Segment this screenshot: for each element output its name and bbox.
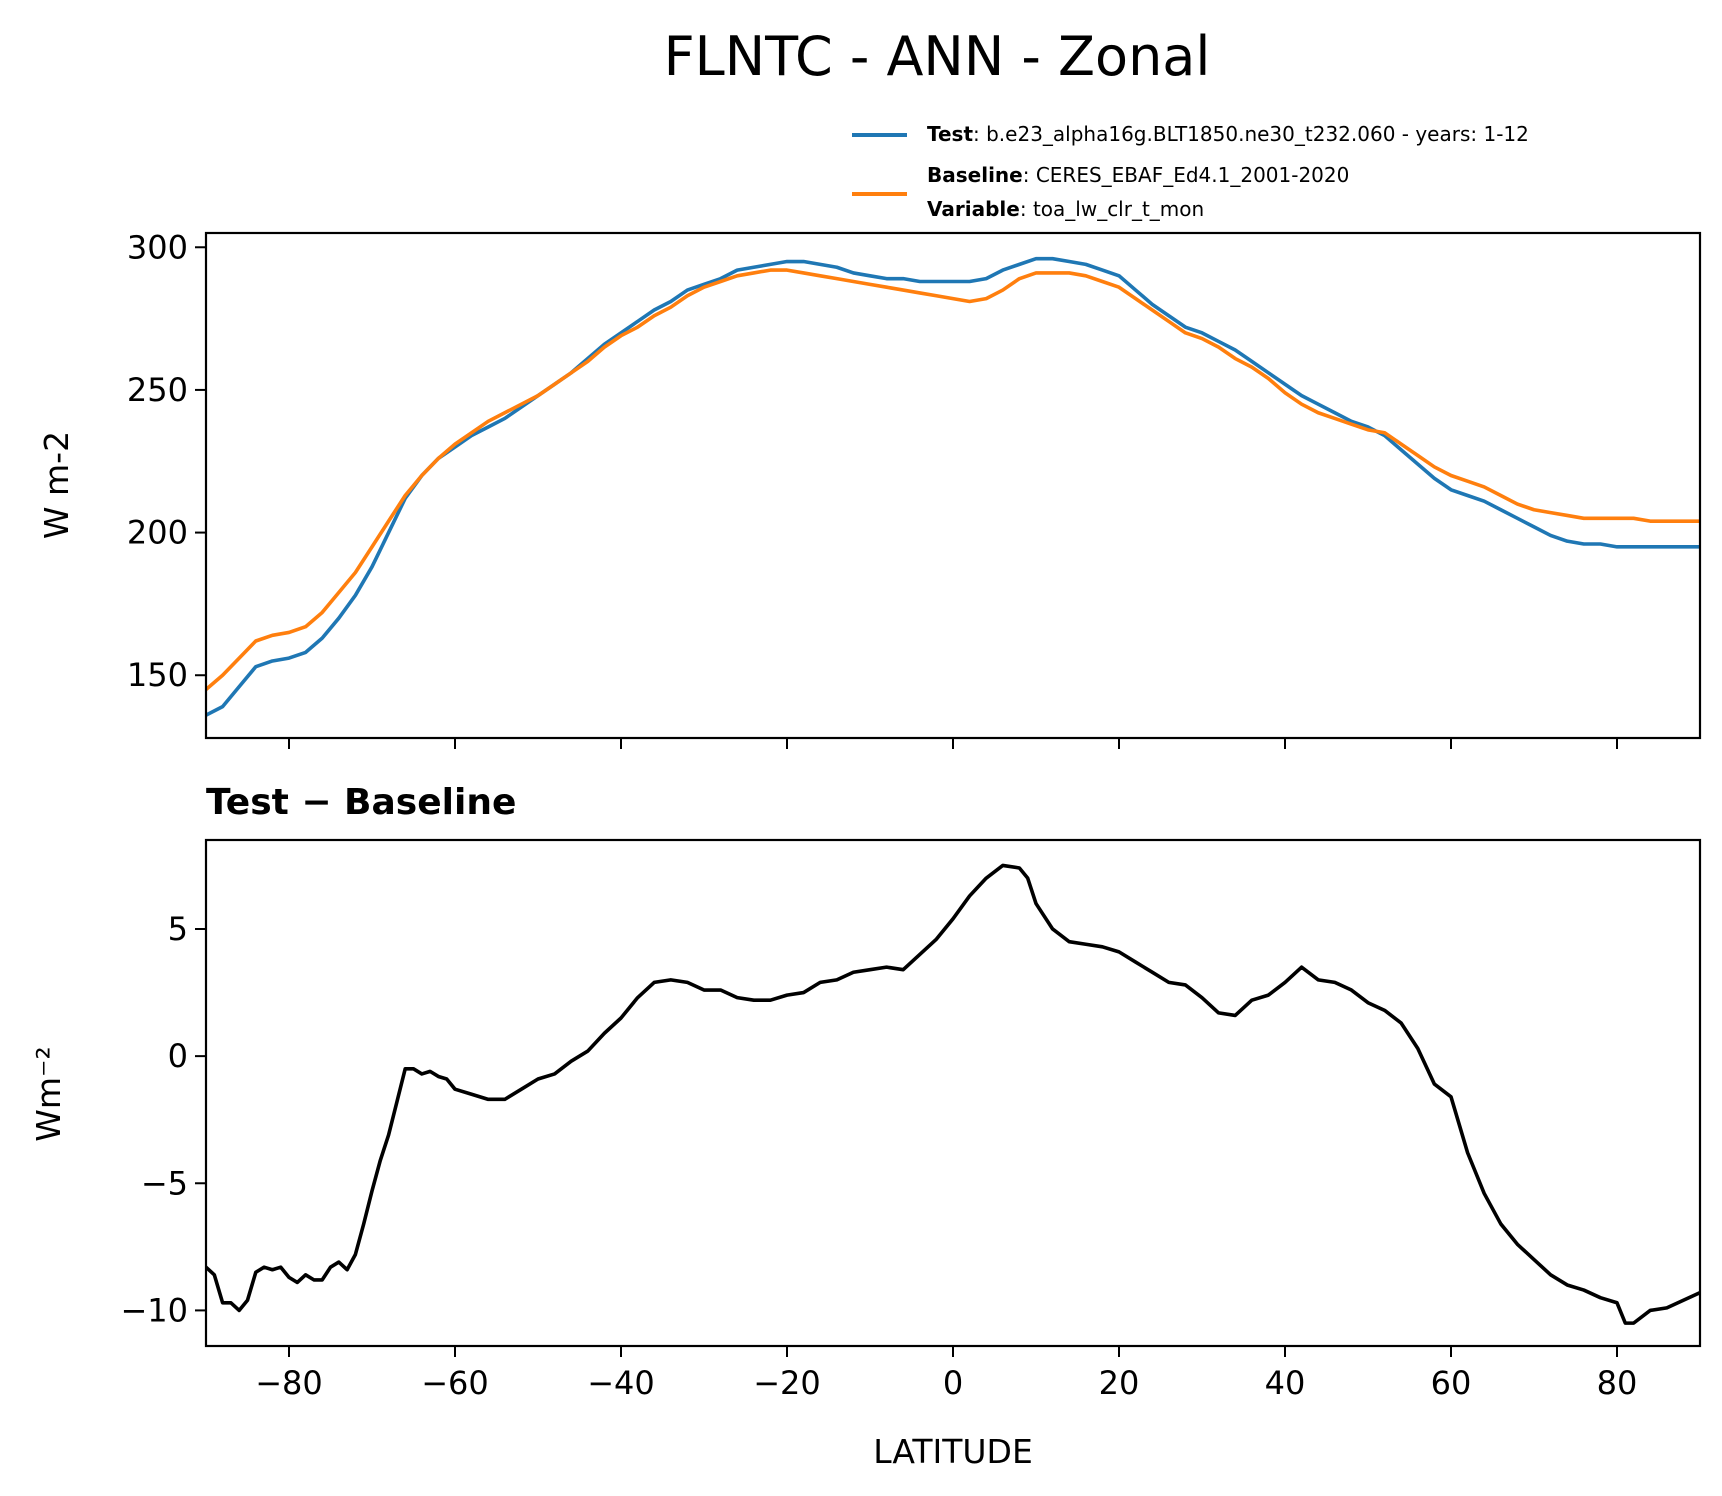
legend-baseline-entry: Baseline: CERES_EBAF_Ed4.1_2001-2020 [927,163,1349,187]
bottom-y-ticks: −10 −5 0 5 [120,910,206,1329]
top-y-tick-label: 300 [127,228,188,266]
bottom-x-ticks: −80 −60 −40 −20 0 20 40 60 80 [255,1346,1637,1402]
top-y-tick-label: 150 [127,656,188,694]
top-series-group [206,256,1700,717]
bottom-x-tick-label: −60 [421,1364,489,1402]
bottom-panel-title: Test − Baseline [206,782,516,823]
bottom-x-tick-label: −20 [753,1364,821,1402]
bottom-x-tick-label: 80 [1597,1364,1638,1402]
bottom-x-tick-label: −40 [587,1364,655,1402]
x-axis-label: LATITUDE [873,1432,1033,1471]
bottom-x-tick-label: 60 [1431,1364,1472,1402]
figure-title: FLNTC - ANN - Zonal [664,25,1211,88]
top-x-ticks [288,738,1618,749]
top-panel: 150 200 250 300 W m-2 [37,228,1702,749]
legend-variable-key: Variable [927,197,1020,221]
bottom-y-axis-label: Wm⁻² [29,1046,68,1141]
top-series-test-line [206,256,1700,717]
top-y-tick-label: 250 [127,371,188,409]
bottom-x-tick-label: 0 [943,1364,963,1402]
bottom-y-tick-label: 5 [168,910,188,948]
bottom-series-test-baseline-line [206,863,1700,1325]
legend: Test: b.e23_alpha16g.BLT1850.ne30_t232.0… [852,122,1529,221]
legend-baseline-key: Baseline [927,163,1023,187]
top-series-baseline-line [206,268,1700,692]
legend-variable-entry: Variable: toa_lw_clr_t_mon [927,197,1204,221]
legend-variable-value: : toa_lw_clr_t_mon [1020,197,1204,221]
legend-baseline-value: : CERES_EBAF_Ed4.1_2001-2020 [1023,163,1350,187]
legend-test-key: Test [927,122,973,146]
legend-test-value: : b.e23_alpha16g.BLT1850.ne30_t232.060 -… [973,122,1529,146]
bottom-x-tick-label: 20 [1099,1364,1140,1402]
top-y-axis-label: W m-2 [37,431,76,539]
bottom-y-tick-label: −10 [120,1291,188,1329]
bottom-x-tick-label: −80 [255,1364,323,1402]
legend-test-entry: Test: b.e23_alpha16g.BLT1850.ne30_t232.0… [927,122,1529,146]
bottom-series-group [206,863,1700,1325]
bottom-panel: Test − Baseline −10 −5 0 5 −80 −60 −40 −20 0 20 4… [29,782,1702,1471]
bottom-y-tick-label: 0 [168,1037,188,1075]
top-y-tick-label: 200 [127,514,188,552]
top-y-ticks: 150 200 250 300 [127,228,206,694]
bottom-x-tick-label: 40 [1265,1364,1306,1402]
bottom-y-tick-label: −5 [141,1164,188,1202]
